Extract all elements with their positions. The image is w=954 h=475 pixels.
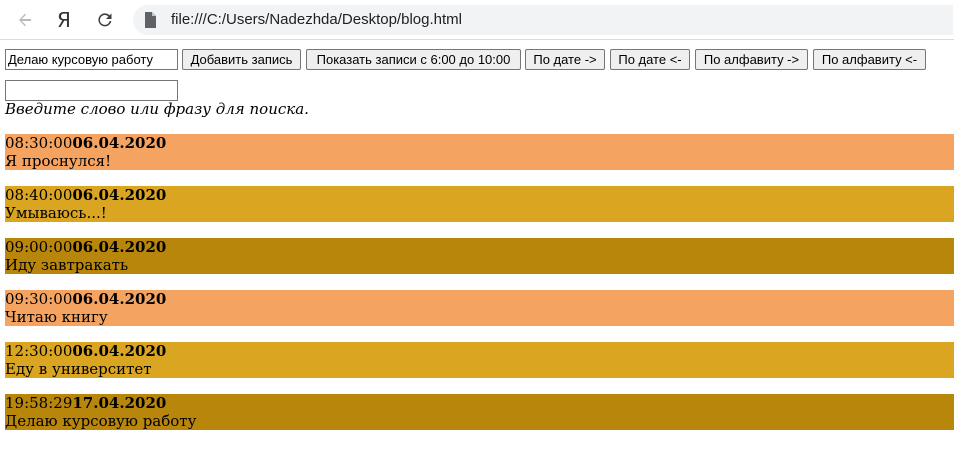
entry-header: 09:00:0006.04.2020	[5, 238, 954, 256]
entry-4: 09:30:0006.04.2020 Читаю книгу	[5, 290, 954, 326]
entry-text-input[interactable]	[5, 49, 178, 70]
entry-text: Еду в университет	[5, 360, 152, 378]
entry-time: 12:30:00	[5, 342, 73, 360]
entry-6: 19:58:2917.04.2020 Делаю курсовую работу	[5, 394, 954, 430]
sort-date-desc-button[interactable]: По дате <-	[610, 49, 690, 70]
entry-date: 17.04.2020	[72, 394, 167, 412]
entry-date: 06.04.2020	[72, 342, 167, 360]
entry-header: 12:30:0006.04.2020	[5, 342, 954, 360]
entry-time: 08:40:00	[5, 186, 73, 204]
blog-controls: Добавить запись Показать записи с 6:00 д…	[0, 47, 954, 71]
entry-header: 08:40:0006.04.2020	[5, 186, 954, 204]
entry-text: Я проснулся!	[5, 152, 112, 170]
entry-time: 09:30:00	[5, 290, 73, 308]
address-url: file:///C:/Users/Nadezhda/Desktop/blog.h…	[171, 11, 462, 28]
entry-date: 06.04.2020	[72, 134, 167, 152]
entry-time: 08:30:00	[5, 134, 73, 152]
sort-alpha-asc-button[interactable]: По алфавиту ->	[695, 49, 808, 70]
entry-time: 09:00:00	[5, 238, 73, 256]
show-morning-entries-button[interactable]: Показать записи с 6:00 до 10:00	[306, 49, 521, 70]
entry-date: 06.04.2020	[72, 238, 167, 256]
page-file-icon	[145, 12, 156, 28]
search-hint: Введите слово или фразу для поиска.	[5, 100, 309, 118]
sort-alpha-desc-button[interactable]: По алфавиту <-	[813, 49, 926, 70]
entry-date: 06.04.2020	[72, 290, 167, 308]
entry-date: 06.04.2020	[72, 186, 167, 204]
reload-button[interactable]	[91, 6, 119, 34]
sort-date-asc-button[interactable]: По дате ->	[525, 49, 605, 70]
browser-toolbar: Я file:///C:/Users/Nadezhda/Desktop/blog…	[0, 0, 954, 40]
entry-time: 19:58:29	[5, 394, 73, 412]
yandex-button[interactable]: Я	[50, 6, 78, 34]
entry-text: Делаю курсовую работу	[5, 412, 197, 430]
address-bar[interactable]: file:///C:/Users/Nadezhda/Desktop/blog.h…	[133, 5, 953, 35]
search-input[interactable]	[5, 80, 178, 101]
entry-text: Читаю книгу	[5, 308, 108, 326]
entry-3: 09:00:0006.04.2020 Иду завтракать	[5, 238, 954, 274]
entry-1: 08:30:0006.04.2020 Я проснулся!	[5, 134, 954, 170]
reload-icon	[98, 13, 112, 27]
back-arrow-icon	[19, 13, 31, 27]
entry-text: Иду завтракать	[5, 256, 129, 274]
entry-header: 08:30:0006.04.2020	[5, 134, 954, 152]
yandex-icon: Я	[57, 8, 71, 32]
back-button[interactable]	[11, 6, 39, 34]
entry-2: 08:40:0006.04.2020 Умываюсь...!	[5, 186, 954, 222]
entries-list: 08:30:0006.04.2020 Я проснулся! 08:40:00…	[5, 134, 954, 446]
entry-header: 09:30:0006.04.2020	[5, 290, 954, 308]
add-entry-button[interactable]: Добавить запись	[182, 49, 301, 70]
entry-5: 12:30:0006.04.2020 Еду в университет	[5, 342, 954, 378]
entry-text: Умываюсь...!	[5, 204, 107, 222]
entry-header: 19:58:2917.04.2020	[5, 394, 954, 412]
